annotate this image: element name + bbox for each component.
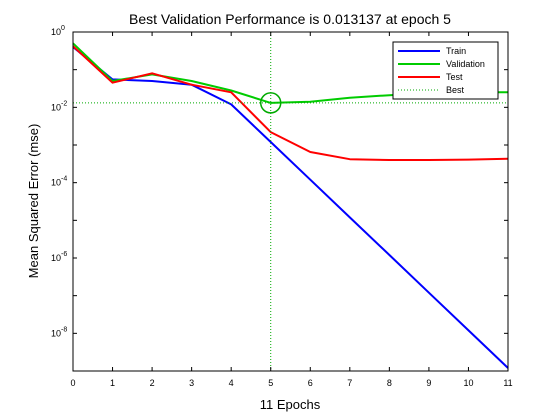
y-tick-label: 10-2 xyxy=(51,100,67,112)
x-tick-label: 9 xyxy=(426,378,431,388)
chart-title: Best Validation Performance is 0.013137 … xyxy=(129,11,451,27)
y-tick-label-base: 10 xyxy=(51,178,61,188)
best-point-circle xyxy=(259,92,282,114)
best-marker-layer xyxy=(73,32,508,371)
y-tick-label-base: 10 xyxy=(51,27,61,37)
series-line-train xyxy=(72,46,509,369)
y-tick-label-base: 10 xyxy=(51,328,61,338)
y-tick-label: 100 xyxy=(51,25,65,37)
y-axis-title: Mean Squared Error (mse) xyxy=(26,124,41,279)
plot-frame xyxy=(72,31,509,372)
x-tick-label: 11 xyxy=(503,378,512,388)
y-tick-label: 10-6 xyxy=(51,251,67,263)
y-tick-label-base: 10 xyxy=(51,253,61,263)
y-tick-label-exponent: 0 xyxy=(61,25,65,32)
y-tick-label-exponent: -4 xyxy=(61,176,67,183)
x-tick-label: 2 xyxy=(150,378,155,388)
x-tick-label: 3 xyxy=(189,378,194,388)
ticks-layer xyxy=(72,31,509,372)
y-tick-label-exponent: -2 xyxy=(61,100,67,107)
x-axis-title: 11 Epochs xyxy=(260,397,321,412)
y-tick-label-exponent: -8 xyxy=(61,326,67,333)
legend-label-train: Train xyxy=(446,46,466,56)
legend-label-validation: Validation xyxy=(446,59,485,69)
x-tick-label: 6 xyxy=(308,378,313,388)
x-tick-label: 7 xyxy=(347,378,352,388)
x-tick-label: 4 xyxy=(229,378,234,388)
legend-label-best: Best xyxy=(446,85,465,95)
x-tick-label: 10 xyxy=(463,378,473,388)
y-tick-label-base: 10 xyxy=(51,102,61,112)
x-tick-label: 8 xyxy=(387,378,392,388)
y-tick-label: 10-8 xyxy=(51,326,67,338)
y-tick-label-exponent: -6 xyxy=(61,251,67,258)
legend: Train Validation Test Best xyxy=(392,41,499,100)
x-tick-label: 1 xyxy=(110,378,115,388)
x-tick-label: 0 xyxy=(70,378,75,388)
y-tick-label: 10-4 xyxy=(51,176,67,188)
legend-label-test: Test xyxy=(446,72,463,82)
series-line-test xyxy=(72,45,509,161)
x-tick-label: 5 xyxy=(268,378,273,388)
